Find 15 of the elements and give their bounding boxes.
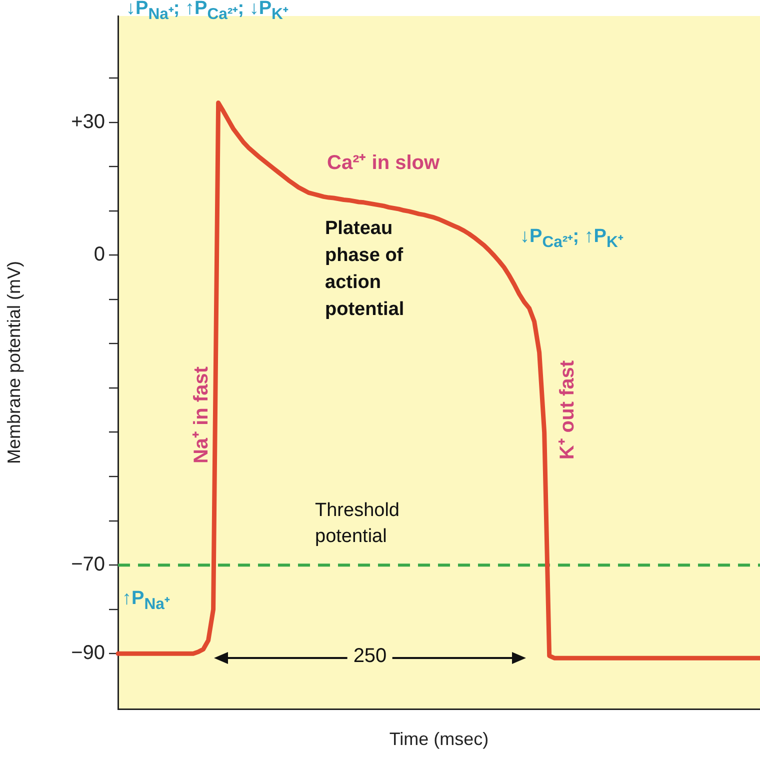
y-tick-label: 0 bbox=[94, 244, 105, 266]
ref-line-label: Threshold potential bbox=[315, 499, 400, 549]
annotation: Na⁺ in fast bbox=[190, 366, 214, 464]
x-axis-title: Time (msec) bbox=[389, 729, 489, 750]
annotation: ↑P$_{Na⁺}$ bbox=[122, 588, 170, 614]
annotation: K⁺ out fast bbox=[556, 360, 580, 460]
y-tick-label: +30 bbox=[71, 110, 105, 133]
y-tick-label: −90 bbox=[71, 642, 105, 664]
annotation: Ca²⁺ in slow bbox=[327, 151, 440, 175]
annotation: ↓P$_{Na⁺}$; ↑P$_{Ca²⁺}$; ↓P$_{K⁺}$ bbox=[126, 0, 288, 24]
annotation: 250 bbox=[347, 645, 393, 668]
annotation: ↓P$_{Ca²⁺}$; ↑P$_{K⁺}$ bbox=[520, 226, 623, 252]
y-axis-title: Membrane potential (mV) bbox=[4, 260, 24, 464]
y-tick-label: −70 bbox=[71, 554, 105, 576]
annotation: Plateau phase of action potential bbox=[325, 217, 404, 322]
